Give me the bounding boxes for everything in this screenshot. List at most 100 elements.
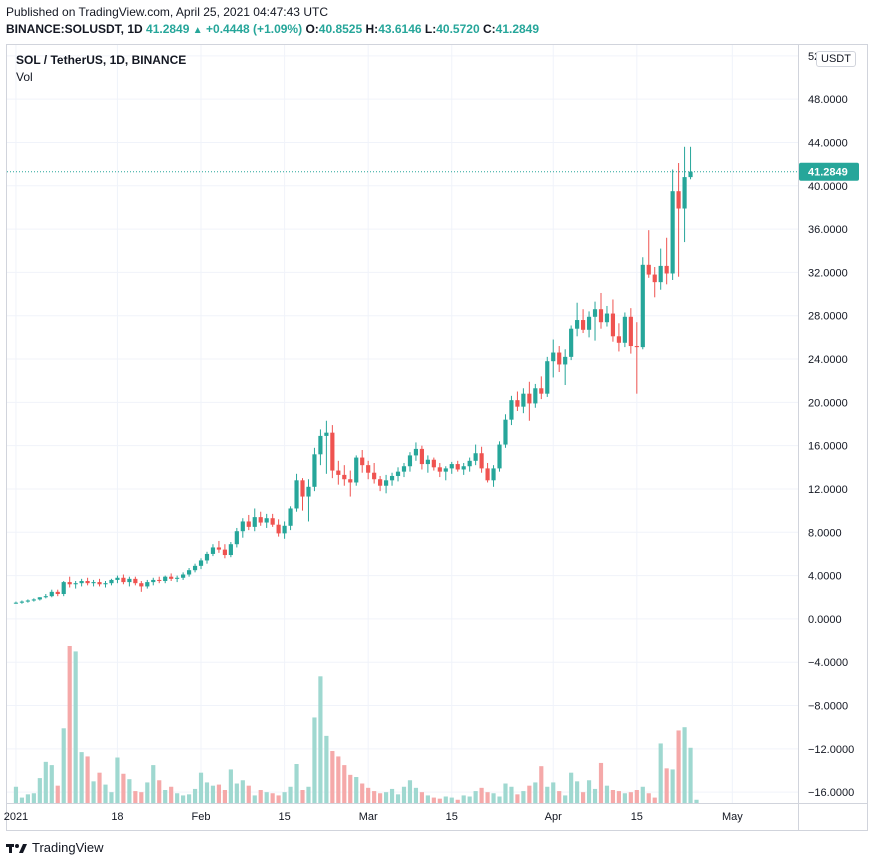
volume-bar [622,793,627,803]
volume-bar [73,651,78,803]
y-tick-label: 12.0000 [808,484,848,496]
x-tick-label: Apr [545,811,562,823]
volume-bar [37,778,42,803]
volume-bar [348,774,353,803]
candle-body [234,531,239,545]
volume-bar [228,769,233,803]
candle-body [378,479,383,486]
volume-bar [312,717,317,803]
x-tick-label: May [722,811,743,823]
volume-bar [157,780,162,803]
y-tick-label: 24.0000 [808,354,848,366]
y-tick-label: 36.0000 [808,224,848,236]
candle-body [97,582,102,585]
volume-bar [216,784,222,803]
volume-bar [694,799,699,803]
candle-body [145,582,150,587]
currency-unit-button[interactable]: USDT [816,51,856,67]
volume-bar [133,791,138,803]
volume-bar [670,769,675,803]
x-tick-label: 15 [446,811,458,823]
volume-bar [407,780,413,803]
volume-bar [109,792,114,803]
chart-frame [6,44,868,831]
candle-body [228,544,233,556]
candle-body [419,448,424,465]
candle-body [604,313,610,323]
volume-bar [557,791,562,803]
volume-bar [461,795,466,803]
candle-body [443,468,448,472]
volume-bar [664,768,669,803]
up-arrow-icon: ▲ [192,25,203,36]
candle-body [115,577,120,580]
volume-bar [145,782,150,803]
volume-bar [598,762,604,803]
volume-bar [580,792,586,803]
volume-bar [389,788,395,803]
candle-body [509,400,514,420]
volume-bar [300,790,305,803]
y-tick-label: 28.0000 [808,311,848,323]
tradingview-logo-icon [6,843,27,853]
volume-bar [688,747,693,803]
candle-body [652,274,657,283]
candle-body [276,524,281,534]
candle-body [73,583,78,585]
volume-bar [521,791,526,803]
volume-bar [67,645,72,803]
candle-body [610,313,616,337]
candle-body [664,265,669,274]
volume-bar [575,781,580,803]
symbol-label: BINANCE:SOLUSDT, 1D [6,22,143,36]
y-tick-label: 16.0000 [808,441,848,453]
candle-body [312,454,317,487]
candle-body [31,599,36,601]
x-tick-label: 18 [111,811,123,823]
candle-body [258,517,263,523]
candle-body [586,316,592,330]
volume-bar [91,781,96,803]
published-line: Published on TradingView.com, April 25, … [6,5,328,19]
volume-bar [539,766,544,803]
candle-body [628,316,633,347]
candle-body [288,508,293,526]
candle-body [348,479,353,483]
y-tick-label: 32.0000 [808,267,848,279]
candle-body [497,444,502,469]
price-axis: 52.000048.000044.000040.000036.000032.00… [7,45,867,830]
x-tick-label: 15 [631,811,643,823]
volume-bar [318,676,323,803]
candle-body [181,574,186,578]
candle-body [383,480,389,486]
volume-bar [551,782,556,803]
candle-body [557,352,562,365]
volume-bar [49,765,54,803]
candle-body [569,328,574,357]
footer-brand[interactable]: TradingView [6,840,104,855]
close-label: C: [482,22,496,36]
volume-bar [306,786,311,803]
open-value: 40.8525 [318,22,363,36]
volume-bar [604,785,610,803]
volume-bar [473,791,478,803]
volume-bar [527,785,532,803]
candle-body [79,581,84,584]
volume-bar [383,792,389,803]
high-label: H: [365,22,379,36]
y-tick-label: −12.0000 [808,744,854,756]
volume-bar [198,772,204,803]
candle-body [222,549,227,556]
candle-body [175,577,180,579]
candle-body [563,356,568,365]
y-tick-label: 40.0000 [808,181,848,193]
x-tick-label: 15 [278,811,290,823]
volume-bar [563,795,568,803]
volume-bar [545,786,550,803]
volume-bar [210,785,216,803]
volume-bar [515,794,520,803]
candle-body [360,457,365,466]
candle-body [616,336,621,343]
volume-bar [175,793,180,803]
